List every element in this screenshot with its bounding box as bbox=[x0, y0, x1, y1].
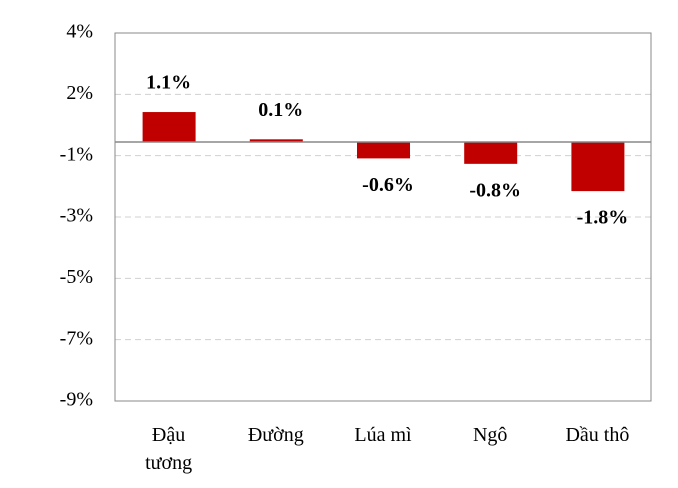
data-label: -0.6% bbox=[362, 174, 414, 196]
y-tick-label: 2% bbox=[66, 82, 93, 104]
plot-border bbox=[114, 32, 652, 402]
bar bbox=[249, 139, 303, 143]
x-tick-label: Ngô bbox=[472, 424, 508, 446]
bar bbox=[464, 142, 518, 164]
y-tick-label: -7% bbox=[60, 327, 93, 349]
y-tick-label: -5% bbox=[60, 266, 93, 288]
data-label: -0.8% bbox=[469, 179, 521, 201]
y-tick-label: -3% bbox=[60, 205, 93, 227]
bar bbox=[571, 142, 625, 192]
data-label: -1.8% bbox=[577, 207, 629, 229]
x-tick-label: Lúa mì bbox=[354, 424, 412, 446]
x-tick-label: Đậu tương bbox=[145, 424, 193, 474]
x-tick-label: Dầu thô bbox=[565, 424, 630, 446]
bar bbox=[142, 112, 196, 143]
y-tick-label: 4% bbox=[66, 21, 93, 43]
data-label: 1.1% bbox=[146, 72, 191, 94]
bar bbox=[357, 142, 410, 159]
x-tick-label: Đường bbox=[247, 424, 304, 446]
y-tick-label: -1% bbox=[60, 143, 93, 165]
y-tick-label: -9% bbox=[60, 389, 93, 411]
data-label: 0.1% bbox=[258, 99, 303, 121]
